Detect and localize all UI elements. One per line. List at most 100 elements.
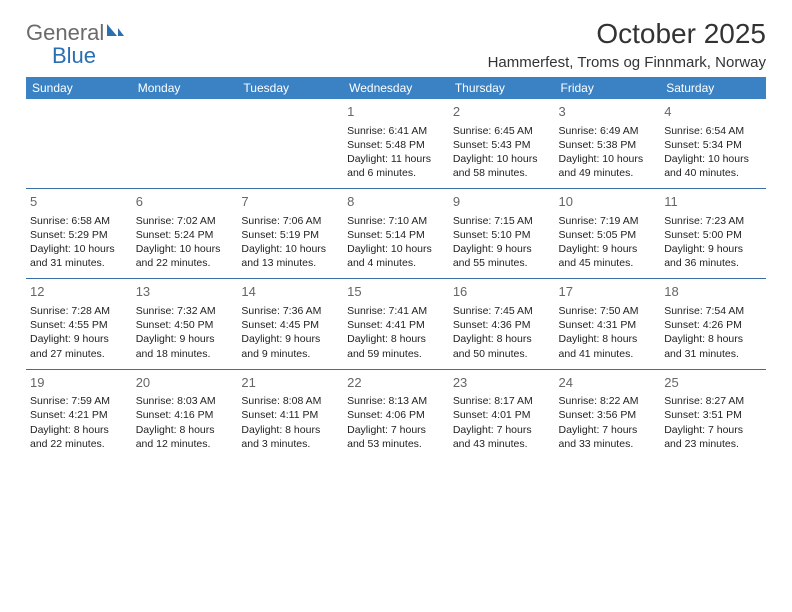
day-header: Monday xyxy=(132,77,238,99)
daylight-line: Daylight: 9 hours and 45 minutes. xyxy=(559,242,657,270)
sunset-line: Sunset: 5:48 PM xyxy=(347,138,445,152)
calendar-day-cell: 25Sunrise: 8:27 AMSunset: 3:51 PMDayligh… xyxy=(660,369,766,459)
calendar-day-cell: 6Sunrise: 7:02 AMSunset: 5:24 PMDaylight… xyxy=(132,189,238,279)
sunset-line: Sunset: 5:10 PM xyxy=(453,228,551,242)
sunrise-line: Sunrise: 7:50 AM xyxy=(559,304,657,318)
sunset-line: Sunset: 4:31 PM xyxy=(559,318,657,332)
calendar-day-cell: 19Sunrise: 7:59 AMSunset: 4:21 PMDayligh… xyxy=(26,369,132,459)
day-number: 6 xyxy=(136,193,234,211)
sunset-line: Sunset: 4:11 PM xyxy=(241,408,339,422)
sunrise-line: Sunrise: 7:36 AM xyxy=(241,304,339,318)
daylight-line: Daylight: 8 hours and 3 minutes. xyxy=(241,423,339,451)
day-number: 18 xyxy=(664,283,762,301)
sunrise-line: Sunrise: 8:03 AM xyxy=(136,394,234,408)
sunset-line: Sunset: 3:56 PM xyxy=(559,408,657,422)
daylight-line: Daylight: 10 hours and 58 minutes. xyxy=(453,152,551,180)
day-number: 4 xyxy=(664,103,762,121)
daylight-line: Daylight: 8 hours and 31 minutes. xyxy=(664,332,762,360)
sunset-line: Sunset: 5:34 PM xyxy=(664,138,762,152)
daylight-line: Daylight: 7 hours and 43 minutes. xyxy=(453,423,551,451)
day-number: 16 xyxy=(453,283,551,301)
day-number: 1 xyxy=(347,103,445,121)
calendar-day-cell: 14 Sunrise: 7:36 AMSunset: 4:45 PMDayligh… xyxy=(237,279,343,369)
day-number: 21 xyxy=(241,374,339,392)
daylight-line: Daylight: 8 hours and 50 minutes. xyxy=(453,332,551,360)
sunset-line: Sunset: 5:14 PM xyxy=(347,228,445,242)
day-number: 14 xyxy=(241,283,339,301)
daylight-line: Daylight: 8 hours and 41 minutes. xyxy=(559,332,657,360)
daylight-line: Daylight: 8 hours and 12 minutes. xyxy=(136,423,234,451)
calendar-day-cell: 3Sunrise: 6:49 AMSunset: 5:38 PMDaylight… xyxy=(555,99,661,189)
sunset-line: Sunset: 5:29 PM xyxy=(30,228,128,242)
daylight-line: Daylight: 11 hours and 6 minutes. xyxy=(347,152,445,180)
sunrise-line: Sunrise: 6:54 AM xyxy=(664,124,762,138)
sunset-line: Sunset: 4:36 PM xyxy=(453,318,551,332)
calendar-day-cell: 5Sunrise: 6:58 AMSunset: 5:29 PMDaylight… xyxy=(26,189,132,279)
sunset-line: Sunset: 3:51 PM xyxy=(664,408,762,422)
sunrise-line: Sunrise: 8:08 AM xyxy=(241,394,339,408)
sunrise-line: Sunrise: 8:22 AM xyxy=(559,394,657,408)
daylight-line: Daylight: 9 hours and 9 minutes. xyxy=(241,332,339,360)
day-number: 3 xyxy=(559,103,657,121)
calendar-day-cell: 12Sunrise: 7:28 AMSunset: 4:55 PMDayligh… xyxy=(26,279,132,369)
calendar-day-cell: 16 Sunrise: 7:45 AMSunset: 4:36 PMDayligh… xyxy=(449,279,555,369)
daylight-line: Daylight: 7 hours and 23 minutes. xyxy=(664,423,762,451)
location: Hammerfest, Troms og Finnmark, Norway xyxy=(488,54,766,71)
calendar-day-cell: 9Sunrise: 7:15 AMSunset: 5:10 PMDaylight… xyxy=(449,189,555,279)
sunset-line: Sunset: 5:05 PM xyxy=(559,228,657,242)
day-number: 12 xyxy=(30,283,128,301)
day-number: 7 xyxy=(241,193,339,211)
daylight-line: Daylight: 8 hours and 59 minutes. xyxy=(347,332,445,360)
calendar-table: SundayMondayTuesdayWednesdayThursdayFrid… xyxy=(26,77,766,459)
calendar-day-cell: 23Sunrise: 8:17 AMSunset: 4:01 PMDayligh… xyxy=(449,369,555,459)
daylight-line: Daylight: 7 hours and 33 minutes. xyxy=(559,423,657,451)
daylight-line: Daylight: 10 hours and 40 minutes. xyxy=(664,152,762,180)
day-number: 20 xyxy=(136,374,234,392)
sunset-line: Sunset: 5:38 PM xyxy=(559,138,657,152)
daylight-line: Daylight: 10 hours and 31 minutes. xyxy=(30,242,128,270)
calendar-day-cell: 1 Sunrise: 6:41 AMSunset: 5:48 PMDaylight… xyxy=(343,99,449,189)
sunrise-line: Sunrise: 6:45 AM xyxy=(453,124,551,138)
calendar-day-cell: 22Sunrise: 8:13 AMSunset: 4:06 PMDayligh… xyxy=(343,369,449,459)
sunrise-line: Sunrise: 7:28 AM xyxy=(30,304,128,318)
daylight-line: Daylight: 9 hours and 18 minutes. xyxy=(136,332,234,360)
calendar-day-cell xyxy=(237,99,343,189)
day-header-row: SundayMondayTuesdayWednesdayThursdayFrid… xyxy=(26,77,766,99)
day-number: 24 xyxy=(559,374,657,392)
calendar-week-row: 1Sunrise: 6:41 AMSunset: 5:48 PMDaylight… xyxy=(26,99,766,189)
day-number: 23 xyxy=(453,374,551,392)
calendar-day-cell: 13Sunrise: 7:32 AMSunset: 4:50 PMDayligh… xyxy=(132,279,238,369)
sunset-line: Sunset: 5:19 PM xyxy=(241,228,339,242)
sunrise-line: Sunrise: 7:59 AM xyxy=(30,394,128,408)
day-header: Sunday xyxy=(26,77,132,99)
calendar-week-row: 12Sunrise: 7:28 AMSunset: 4:55 PMDayligh… xyxy=(26,279,766,369)
calendar-day-cell: 11Sunrise: 7:23 AMSunset: 5:00 PMDayligh… xyxy=(660,189,766,279)
sunrise-line: Sunrise: 6:41 AM xyxy=(347,124,445,138)
calendar-week-row: 5Sunrise: 6:58 AMSunset: 5:29 PMDaylight… xyxy=(26,189,766,279)
day-number: 2 xyxy=(453,103,551,121)
daylight-line: Daylight: 10 hours and 49 minutes. xyxy=(559,152,657,180)
logo-sail-icon xyxy=(105,22,125,43)
calendar-day-cell xyxy=(132,99,238,189)
logo: General Blue xyxy=(26,18,125,68)
daylight-line: Daylight: 10 hours and 4 minutes. xyxy=(347,242,445,270)
sunrise-line: Sunrise: 8:17 AM xyxy=(453,394,551,408)
daylight-line: Daylight: 10 hours and 22 minutes. xyxy=(136,242,234,270)
calendar-day-cell: 4 Sunrise: 6:54 AMSunset: 5:34 PMDaylight… xyxy=(660,99,766,189)
day-number: 19 xyxy=(30,374,128,392)
logo-text-general: General xyxy=(26,20,104,45)
calendar-day-cell: 17Sunrise: 7:50 AMSunset: 4:31 PMDayligh… xyxy=(555,279,661,369)
sunset-line: Sunset: 4:16 PM xyxy=(136,408,234,422)
sunrise-line: Sunrise: 7:10 AM xyxy=(347,214,445,228)
sunset-line: Sunset: 5:00 PM xyxy=(664,228,762,242)
daylight-line: Daylight: 8 hours and 22 minutes. xyxy=(30,423,128,451)
day-header: Saturday xyxy=(660,77,766,99)
sunrise-line: Sunrise: 7:54 AM xyxy=(664,304,762,318)
sunrise-line: Sunrise: 7:45 AM xyxy=(453,304,551,318)
day-number: 9 xyxy=(453,193,551,211)
sunset-line: Sunset: 4:45 PM xyxy=(241,318,339,332)
sunrise-line: Sunrise: 7:23 AM xyxy=(664,214,762,228)
title-block: October 2025 Hammerfest, Troms og Finnma… xyxy=(488,18,766,71)
sunrise-line: Sunrise: 8:13 AM xyxy=(347,394,445,408)
sunrise-line: Sunrise: 7:15 AM xyxy=(453,214,551,228)
